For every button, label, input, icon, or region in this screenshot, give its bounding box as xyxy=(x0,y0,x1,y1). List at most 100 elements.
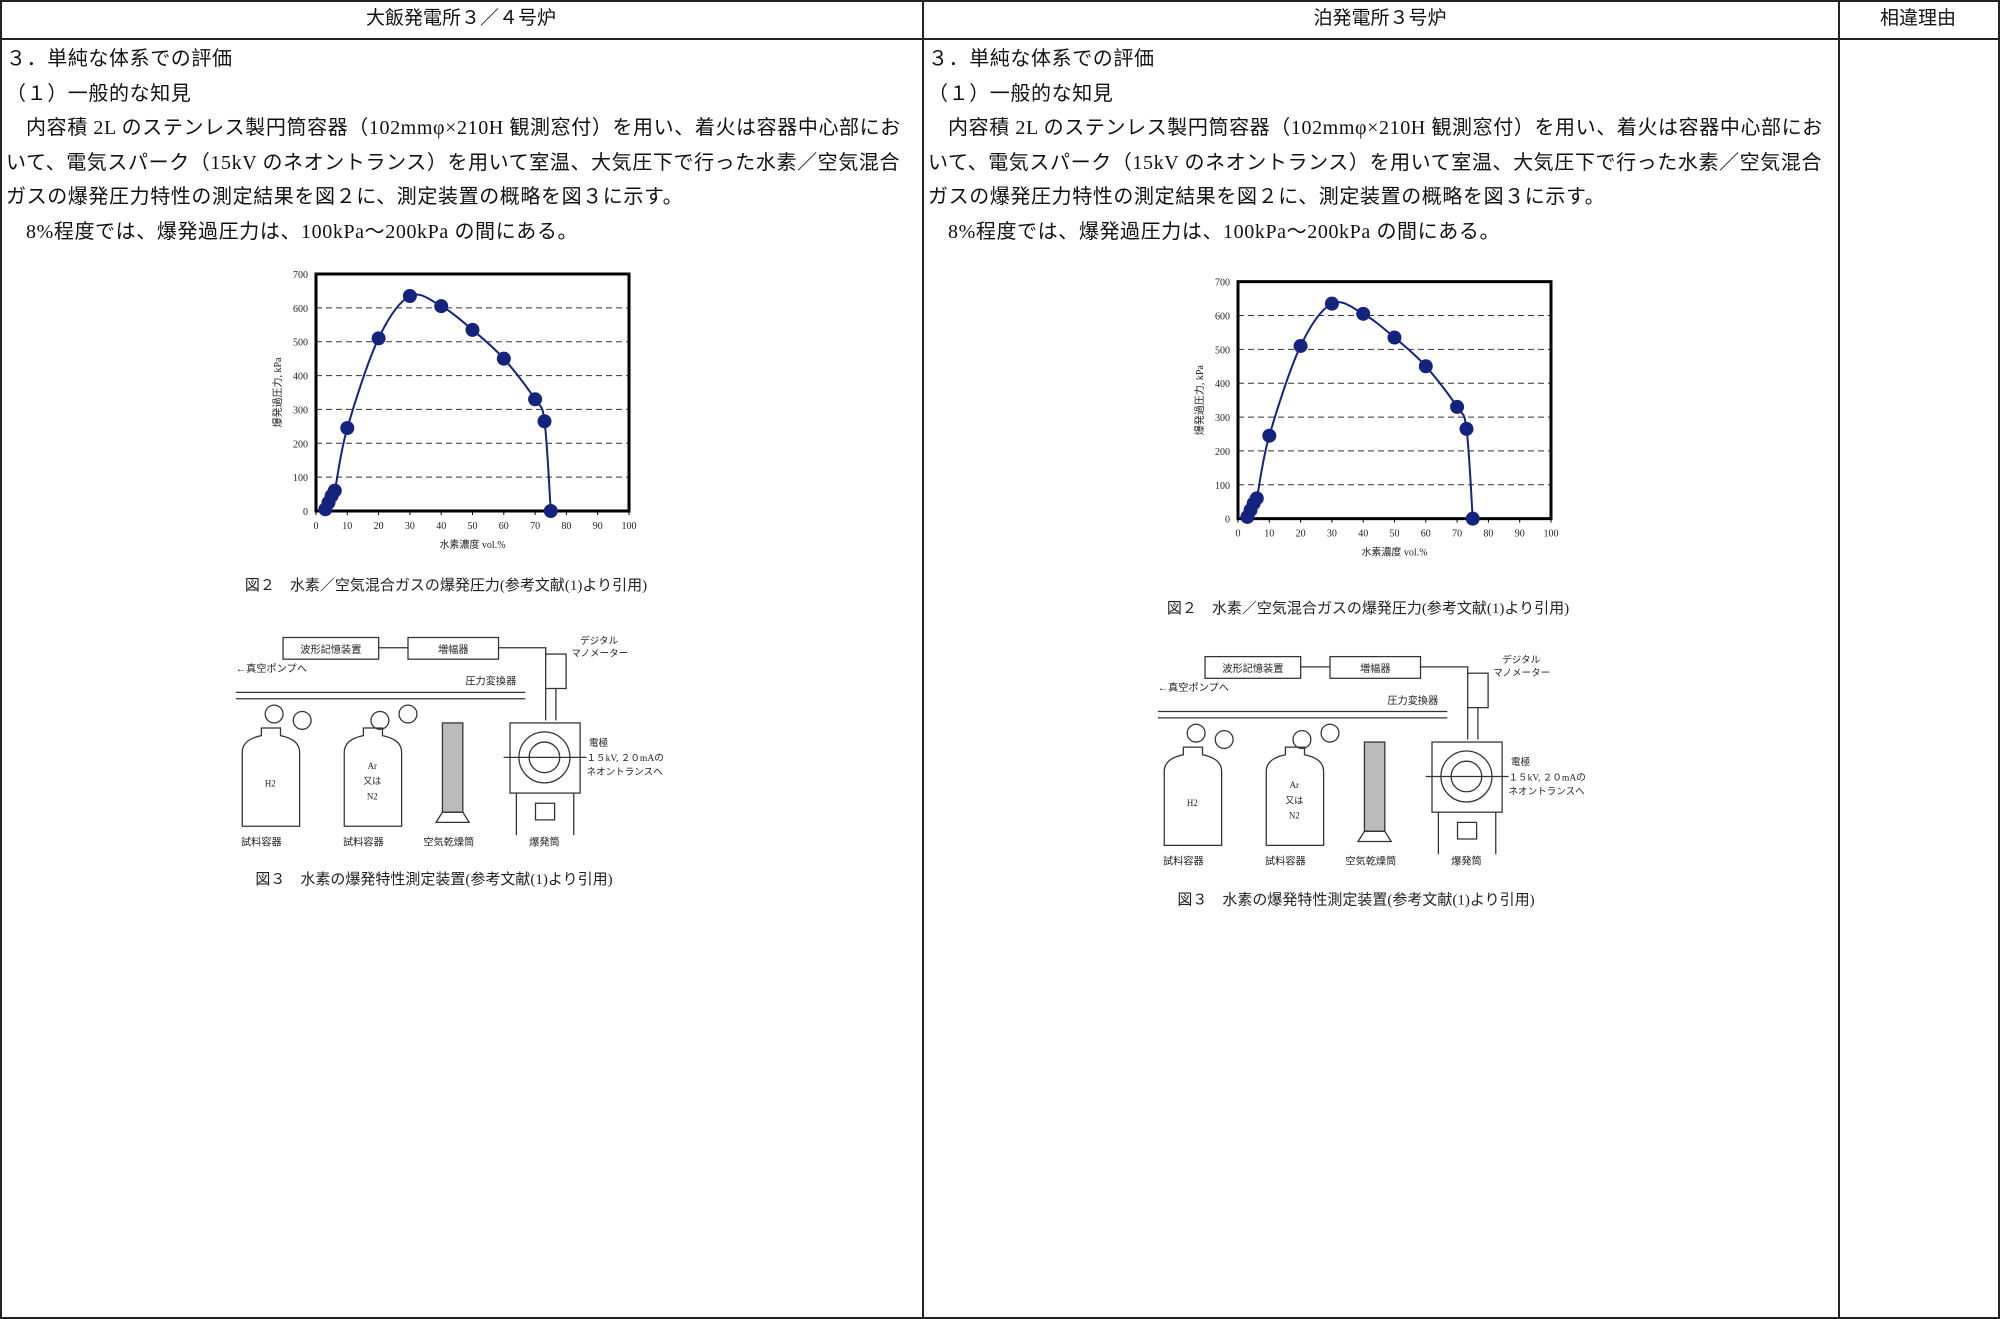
x-tick-label: 100 xyxy=(622,521,637,532)
table-border xyxy=(0,38,2000,40)
column-header: 大飯発電所３／４号炉 xyxy=(365,8,556,29)
data-point xyxy=(371,331,386,346)
label: 試料容器 xyxy=(1265,854,1306,867)
box xyxy=(407,636,500,660)
plot-frame xyxy=(314,272,631,513)
y-axis-label: 爆発過圧力, kPa xyxy=(271,357,284,428)
data-point xyxy=(402,289,417,304)
data-point xyxy=(1459,421,1474,436)
label: デジタル xyxy=(580,635,618,647)
y-tick-label: 400 xyxy=(1215,379,1230,390)
figure-caption: 図３ 水素の爆発特性測定装置(参考文献(1)より引用) xyxy=(1177,891,1534,908)
x-tick-label: 70 xyxy=(1452,529,1462,540)
figure-caption: 図２ 水素／空気混合ガスの爆発圧力(参考文献(1)より引用) xyxy=(245,577,647,594)
x-tick-label: 50 xyxy=(468,521,478,532)
x-tick-label: 0 xyxy=(1236,529,1241,540)
x-tick-label: 0 xyxy=(314,521,319,532)
y-tick-label: 100 xyxy=(1215,481,1230,492)
x-axis-label: 水素濃度 vol.% xyxy=(1361,546,1427,559)
y-tick-label: 600 xyxy=(293,304,308,315)
paragraph: 内容積 2L のステンレス製円筒容器（102mmφ×210H 観測窓付）を用い、… xyxy=(928,117,1823,208)
y-tick-label: 700 xyxy=(1215,278,1230,289)
y-tick-label: 300 xyxy=(1215,413,1230,424)
paragraph: 8%程度では、爆発過圧力は、100kPa～200kPa の間にある。 xyxy=(948,220,1501,243)
label: 空気乾燥筒 xyxy=(1345,854,1396,867)
gauge xyxy=(1186,723,1206,743)
section-heading: ３．単純な体系での評価 xyxy=(928,48,1155,70)
manometer xyxy=(545,653,567,690)
label: 増幅器 xyxy=(438,643,469,656)
label: 試料容器 xyxy=(241,835,282,848)
box xyxy=(282,636,380,660)
x-tick-label: 60 xyxy=(499,521,509,532)
y-tick-label: 200 xyxy=(293,439,308,450)
paragraph: 内容積 2L のステンレス製円筒容器（102mmφ×210H 観測窓付）を用い、… xyxy=(6,117,901,208)
x-tick-label: 40 xyxy=(1358,529,1368,540)
data-point xyxy=(1293,338,1308,353)
data-point xyxy=(537,414,552,429)
data-point xyxy=(1262,428,1277,443)
label: 爆発筒 xyxy=(1451,854,1482,867)
x-tick-label: 90 xyxy=(1515,529,1525,540)
section-heading: ３．単純な体系での評価 xyxy=(6,48,233,70)
data-point xyxy=(434,299,449,314)
subsection-heading: （１）一般的な知見 xyxy=(6,82,192,105)
drying-tube xyxy=(1363,741,1386,832)
label: マノメーター xyxy=(1493,668,1550,679)
label: Ar xyxy=(1290,780,1299,790)
label: マノメーター xyxy=(571,649,628,660)
x-tick-label: 30 xyxy=(1327,529,1337,540)
data-point xyxy=(496,351,511,366)
cylinder xyxy=(1163,746,1223,846)
chart: 0 100 200 300 400 500 600 700 0 10 20 30 40 50 60 70 80 9… xyxy=(271,270,637,551)
table-border xyxy=(922,0,924,1319)
label: N2 xyxy=(1289,811,1300,821)
label: H2 xyxy=(1187,798,1198,808)
data-point xyxy=(1356,306,1371,321)
x-tick-label: 40 xyxy=(436,521,446,532)
x-tick-label: 30 xyxy=(405,521,415,532)
table-border xyxy=(1838,0,1840,1319)
column-header: 相違理由 xyxy=(1879,8,1956,29)
label: 圧力変換器 xyxy=(465,675,516,688)
y-tick-label: 300 xyxy=(293,405,308,416)
figures: 0 100 200 300 400 500 600 700 0 10 20 30 40 50 60 70 80 9… xyxy=(1157,278,1586,908)
label: １５kV, ２０mAの xyxy=(1509,772,1586,783)
cylinder xyxy=(1265,746,1325,846)
data-point xyxy=(465,322,480,337)
label: 試料容器 xyxy=(343,835,384,848)
gauge xyxy=(1214,729,1234,750)
x-tick-label: 10 xyxy=(1264,529,1274,540)
label: １５kV, ２０mAの xyxy=(587,753,664,764)
gauge xyxy=(370,710,390,730)
data-point xyxy=(327,483,342,498)
x-tick-label: 80 xyxy=(561,521,571,532)
data-point xyxy=(1324,296,1339,311)
label: N2 xyxy=(367,791,378,801)
table-border xyxy=(1998,0,2000,1319)
electrode-wire xyxy=(503,756,587,836)
y-tick-label: 100 xyxy=(293,473,308,484)
label: 空気乾燥筒 xyxy=(423,835,474,848)
label: ネオントランスへ xyxy=(1509,786,1586,797)
y-tick-label: 500 xyxy=(1215,345,1230,356)
gauge xyxy=(1320,723,1340,743)
label: 波形記憶装置 xyxy=(300,643,361,656)
manometer xyxy=(1467,672,1489,709)
label: 増幅器 xyxy=(1360,662,1391,675)
label: ←真空ポンプへ xyxy=(236,662,307,675)
data-point xyxy=(543,504,558,518)
x-tick-label: 20 xyxy=(374,521,384,532)
gauge xyxy=(292,710,312,730)
y-tick-label: 0 xyxy=(303,507,308,518)
label: Ar xyxy=(368,761,377,771)
data-line xyxy=(324,293,552,512)
cylinder xyxy=(343,727,403,827)
label: 電極 xyxy=(1511,756,1531,768)
figure-caption: 図２ 水素／空気混合ガスの爆発圧力(参考文献(1)より引用) xyxy=(1167,600,1569,617)
x-axis-label: 水素濃度 vol.% xyxy=(439,538,505,551)
data-point xyxy=(1249,491,1264,506)
gauge xyxy=(398,704,418,724)
